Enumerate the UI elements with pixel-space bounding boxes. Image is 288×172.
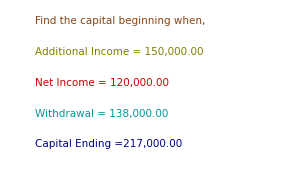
Text: Net Income = 120,000.00: Net Income = 120,000.00 bbox=[35, 78, 168, 88]
Text: Find the capital beginning when,: Find the capital beginning when, bbox=[35, 16, 205, 26]
Text: Withdrawal = 138,000.00: Withdrawal = 138,000.00 bbox=[35, 109, 168, 119]
Text: Capital Ending =217,000.00: Capital Ending =217,000.00 bbox=[35, 139, 182, 149]
Text: Additional Income = 150,000.00: Additional Income = 150,000.00 bbox=[35, 47, 203, 57]
